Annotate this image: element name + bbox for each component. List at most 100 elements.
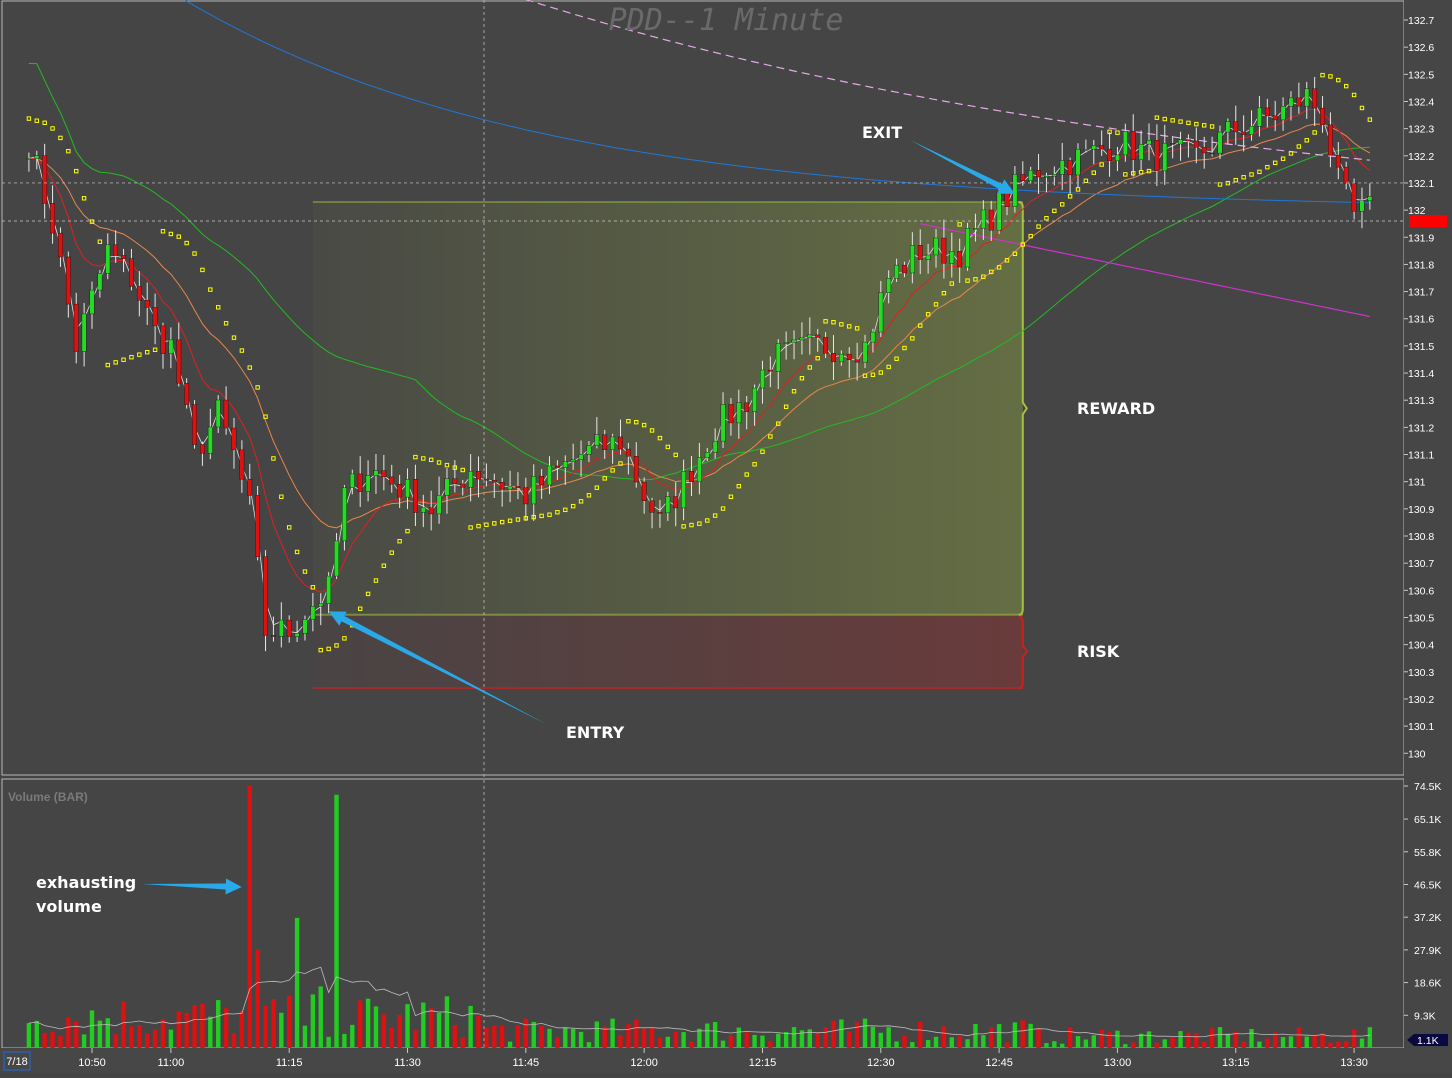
candle-body	[515, 486, 521, 488]
candle-body	[870, 331, 876, 343]
volume-bar	[649, 1027, 655, 1048]
candle-body	[657, 512, 663, 514]
volume-bar	[996, 1024, 1002, 1048]
volume-bar	[712, 1022, 718, 1048]
sar-dot	[326, 646, 331, 652]
reward-label: REWARD	[1077, 399, 1155, 418]
volume-axis: 74.5K 65.1K 55.8K 46.5K 37.2K 27.9K 18.6K 9.3K 1…	[1404, 781, 1448, 1047]
price-tick-label: 130	[1408, 748, 1426, 760]
volume-bar	[452, 1024, 458, 1048]
sar-dot	[689, 522, 694, 528]
candle-body	[696, 457, 702, 483]
candle-body	[775, 343, 781, 372]
time-axis-bg	[0, 1048, 1452, 1073]
volume-bar	[736, 1027, 742, 1048]
volume-bar	[1123, 1044, 1128, 1048]
candle-body	[815, 334, 821, 338]
candle-body	[397, 484, 403, 498]
candle-body	[878, 292, 884, 333]
price-tick-label: 130.9	[1408, 504, 1434, 516]
volume-bar	[42, 1032, 47, 1048]
sar-dot	[50, 126, 55, 131]
candle-body	[594, 434, 600, 446]
volume-bar	[1099, 1029, 1104, 1048]
current-price-marker	[1409, 214, 1447, 227]
sar-dot	[578, 499, 584, 504]
time-tick-label: 12:00	[630, 1057, 658, 1069]
sar-dot	[1052, 208, 1057, 214]
volume-bar	[1186, 1032, 1191, 1048]
time-tick-label: 10:50	[78, 1057, 106, 1069]
sar-dot	[1304, 138, 1309, 143]
volume-bar	[910, 1042, 915, 1048]
candle-body	[1296, 97, 1302, 107]
price-tick-label: 130.1	[1408, 721, 1434, 733]
candle-body	[1028, 170, 1034, 182]
volume-bar	[602, 1026, 607, 1048]
volume-panel-bg	[1, 778, 1405, 1049]
sar-dot	[894, 356, 899, 361]
volume-bar	[886, 1027, 891, 1048]
candle-body	[744, 402, 750, 413]
candle-body	[886, 278, 892, 293]
volume-bar	[1273, 1032, 1278, 1048]
volume-tick-label: 74.5K	[1414, 781, 1441, 793]
price-tick-label: 131.5	[1408, 341, 1434, 353]
candle-body	[957, 251, 963, 268]
candle-body	[1217, 131, 1223, 154]
sar-dot	[1359, 105, 1365, 111]
candle-body	[1320, 107, 1325, 126]
sar-dot	[152, 347, 158, 352]
candle-body	[554, 465, 560, 468]
volume-bar	[405, 1004, 410, 1048]
candle-body	[760, 369, 765, 389]
candle-body	[539, 476, 545, 486]
candle-body	[152, 307, 158, 327]
volume-bar	[1067, 1027, 1073, 1048]
volume-bar	[1367, 1027, 1373, 1048]
candle-body	[1044, 175, 1049, 178]
volume-bar	[152, 1029, 158, 1048]
volume-bar	[870, 1026, 876, 1048]
sar-dot	[310, 585, 316, 590]
volume-bar	[847, 1031, 852, 1048]
sar-dot	[255, 385, 260, 390]
volume-bar	[476, 1015, 481, 1048]
sar-dot	[208, 287, 213, 292]
candle-body	[586, 445, 592, 455]
volume-bar	[957, 1036, 962, 1048]
volume-bar	[949, 1037, 954, 1048]
candle-body	[129, 258, 134, 287]
candle-body	[160, 325, 166, 354]
volume-bar	[697, 1028, 702, 1048]
sar-dot	[736, 483, 742, 489]
price-tick-label: 132.6	[1408, 42, 1434, 54]
candle-body	[602, 434, 608, 450]
volume-bar	[294, 917, 300, 1048]
candle-body	[89, 289, 95, 315]
candle-body	[523, 487, 529, 505]
volume-bar	[58, 1036, 63, 1048]
candle-body	[1083, 149, 1089, 151]
volume-bar	[342, 1033, 347, 1048]
candle-body	[1351, 182, 1357, 212]
volume-annotation-line1: exhausting	[36, 873, 136, 892]
candle-body	[1304, 88, 1310, 107]
price-tick-label: 131.9	[1408, 232, 1434, 244]
volume-bar	[1343, 1041, 1349, 1048]
candle-body	[507, 486, 513, 490]
volume-bar	[1170, 1037, 1175, 1048]
candle-body	[1225, 121, 1231, 133]
sar-dot	[66, 148, 71, 154]
sar-dot	[216, 305, 221, 310]
candle-body	[1178, 139, 1183, 145]
volume-bar	[66, 1017, 71, 1048]
candle-body	[144, 300, 150, 308]
candle-body	[373, 470, 379, 476]
last-volume-marker	[1407, 1034, 1448, 1046]
price-tick-label: 130.5	[1408, 612, 1434, 624]
sar-dot	[476, 523, 481, 529]
volume-bar	[531, 1021, 536, 1048]
volume-bar	[618, 1035, 623, 1048]
reward-zone	[312, 201, 1023, 615]
